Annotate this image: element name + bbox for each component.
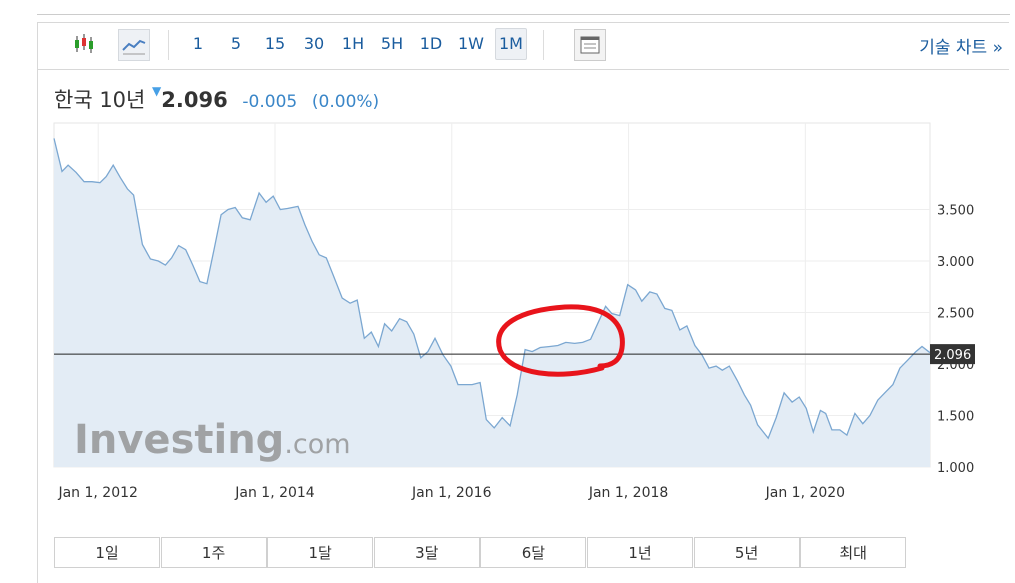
range-tab[interactable]: 1년 bbox=[587, 537, 693, 568]
range-tab[interactable]: 5년 bbox=[693, 537, 800, 568]
interval-button[interactable]: 1W bbox=[458, 34, 484, 53]
interval-button[interactable]: 1 bbox=[192, 34, 204, 53]
tech-chart-link[interactable]: 기술 차트 » bbox=[919, 38, 1003, 58]
range-tab[interactable]: 최대 bbox=[800, 537, 907, 568]
down-arrow: ▼ bbox=[152, 84, 162, 98]
change: -0.005 bbox=[242, 92, 298, 112]
interval-button[interactable]: 5 bbox=[230, 34, 242, 53]
range-tab[interactable]: 1주 bbox=[160, 537, 267, 568]
interval-button[interactable]: 30 bbox=[303, 34, 325, 53]
range-tab[interactable]: 1달 bbox=[267, 537, 374, 568]
annotation-circle bbox=[496, 304, 625, 377]
price: 2.096 bbox=[161, 88, 228, 112]
y-tick-label: 2.500 bbox=[937, 307, 974, 322]
x-tick-label: Jan 1, 2020 bbox=[765, 485, 845, 501]
instrument-name: 한국 10년 bbox=[54, 88, 146, 112]
watermark-suffix: .com bbox=[284, 429, 350, 460]
line bbox=[53, 138, 931, 440]
range-tab[interactable]: 3달 bbox=[373, 537, 480, 568]
toolbar bbox=[37, 22, 1009, 70]
line-icon[interactable] bbox=[118, 29, 150, 61]
y-tick-label: 1.000 bbox=[937, 461, 974, 476]
divider bbox=[543, 30, 544, 60]
y-tick-label: 3.000 bbox=[937, 255, 974, 270]
change-pct: (0.00%) bbox=[311, 92, 380, 112]
range-tab[interactable]: 1일 bbox=[54, 537, 160, 568]
area bbox=[54, 138, 930, 467]
price-tag bbox=[930, 344, 975, 365]
range-tab[interactable]: 6달 bbox=[480, 537, 587, 568]
y-tick-label: 1.500 bbox=[937, 410, 974, 425]
interval-button[interactable]: 1H bbox=[341, 34, 365, 53]
watermark: Investing.com bbox=[74, 417, 351, 463]
x-tick-label: Jan 1, 2014 bbox=[234, 485, 315, 501]
layout-icon[interactable] bbox=[574, 29, 606, 61]
y-tick-label: 3.500 bbox=[937, 204, 974, 219]
x-tick-label: Jan 1, 2016 bbox=[411, 485, 492, 501]
interval-button[interactable]: 1M bbox=[495, 28, 527, 60]
interval-button[interactable]: 15 bbox=[264, 34, 286, 53]
quote-header: 한국 10년 ▼2.096 -0.005 (0.00%) bbox=[54, 84, 379, 114]
panel-border bbox=[37, 68, 38, 583]
x-tick-label: Jan 1, 2012 bbox=[57, 485, 137, 501]
watermark-main: Investing bbox=[74, 417, 284, 463]
price-tag-label: 2.096 bbox=[934, 348, 971, 363]
x-tick-label: Jan 1, 2018 bbox=[588, 485, 668, 501]
candle-icon[interactable] bbox=[70, 32, 100, 58]
divider bbox=[168, 30, 169, 60]
interval-button[interactable]: 5H bbox=[380, 34, 404, 53]
interval-button[interactable]: 1D bbox=[419, 34, 443, 53]
top-rule bbox=[37, 14, 1010, 15]
